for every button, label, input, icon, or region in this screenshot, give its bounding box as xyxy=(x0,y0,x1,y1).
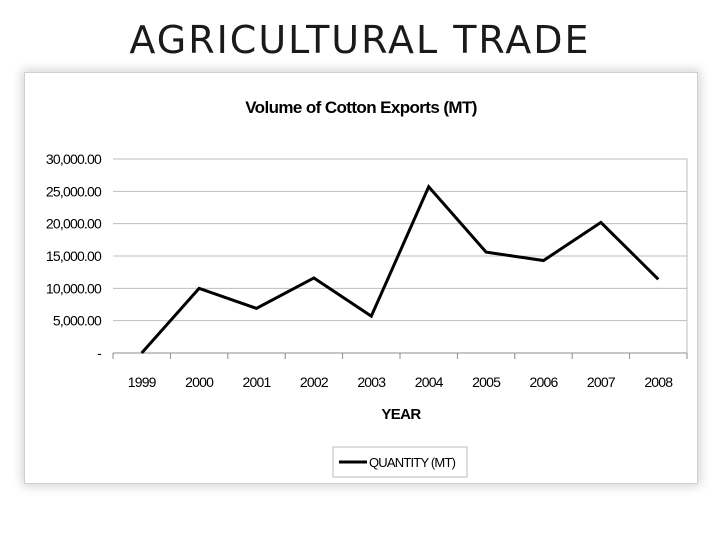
line-chart: Volume of Cotton Exports (MT) - 5,000.00 1… xyxy=(46,98,688,478)
x-tick-label: 2008 xyxy=(644,374,673,390)
x-tick-label: 2005 xyxy=(472,374,501,390)
y-tick-label: 5,000.00 xyxy=(53,313,102,329)
x-tick-marks xyxy=(112,353,688,359)
x-tick-label: 2000 xyxy=(185,374,214,390)
x-axis-title: YEAR xyxy=(381,406,421,423)
x-tick-label: 2004 xyxy=(415,374,444,390)
chart-title: Volume of Cotton Exports (MT) xyxy=(245,98,477,117)
slide-title: AGRICULTURAL TRADE xyxy=(129,18,591,62)
x-tick-label: 2006 xyxy=(530,374,559,390)
x-tick-label: 2003 xyxy=(357,374,386,390)
x-tick-labels: 1999 2000 2001 2002 2003 2004 2005 2006 2007 2008 xyxy=(128,374,674,390)
chart-panel: Volume of Cotton Exports (MT) - 5,000.00 1… xyxy=(24,72,698,484)
y-tick-label: 25,000.00 xyxy=(46,183,102,199)
x-tick-label: 2007 xyxy=(587,374,616,390)
gridlines xyxy=(113,158,688,354)
y-tick-labels: - 5,000.00 10,000.00 15,000.00 20,000.00 25,0… xyxy=(46,151,103,361)
y-tick-label: - xyxy=(97,345,102,361)
x-tick-label: 1999 xyxy=(128,374,157,390)
x-tick-label: 2001 xyxy=(243,374,272,390)
y-tick-label: 15,000.00 xyxy=(46,248,102,264)
x-tick-label: 2002 xyxy=(300,374,329,390)
series-line xyxy=(140,184,660,354)
y-tick-label: 20,000.00 xyxy=(46,216,102,232)
legend-label: QUANTITY (MT) xyxy=(369,455,456,470)
series-group xyxy=(140,184,660,354)
y-tick-label: 30,000.00 xyxy=(46,151,102,167)
y-tick-label: 10,000.00 xyxy=(46,280,102,296)
